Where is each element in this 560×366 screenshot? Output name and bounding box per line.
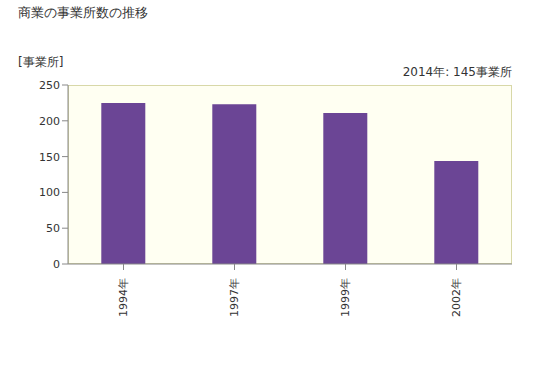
svg-text:1999年: 1999年 [339, 278, 352, 317]
svg-text:150: 150 [39, 151, 60, 164]
html-text:[事業所]: [事業所] [18, 55, 64, 69]
svg-text:2002年: 2002年 [450, 278, 463, 317]
svg-text:1994年: 1994年 [117, 278, 130, 317]
svg-text:1997年: 1997年 [228, 278, 241, 317]
html-text:商業の事業所数の推移: 商業の事業所数の推移 [18, 5, 148, 20]
html-text:2014年: 145事業所: 2014年: 145事業所 [402, 65, 512, 79]
svg-text:0: 0 [53, 258, 60, 271]
svg-text:100: 100 [39, 186, 60, 199]
svg-text:200: 200 [39, 115, 60, 128]
svg-text:50: 50 [46, 222, 60, 235]
svg-text:250: 250 [39, 79, 60, 92]
